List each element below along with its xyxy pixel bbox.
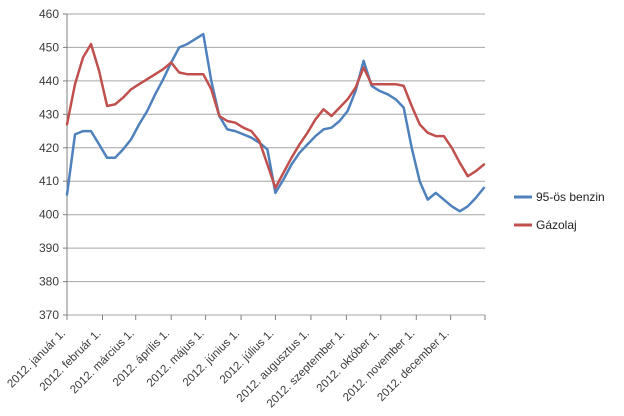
series-line-gazolaj xyxy=(65,42,486,190)
series-line-benzin xyxy=(65,32,486,213)
legend: 95-ös benzin Gázolaj xyxy=(514,190,605,232)
gridlines: 370 380 390 400 410 420 430 440 450 460 xyxy=(39,7,485,322)
y-axis-label: 370 xyxy=(39,308,59,322)
y-axis-label: 400 xyxy=(39,208,59,222)
legend-label-gazolaj: Gázolaj xyxy=(536,218,577,232)
legend-label-benzin: 95-ös benzin xyxy=(536,190,605,204)
y-axis-label: 460 xyxy=(39,7,59,21)
y-axis-label: 420 xyxy=(39,141,59,155)
y-axis-label: 430 xyxy=(39,107,59,121)
y-axis-label: 440 xyxy=(39,74,59,88)
x-axis-label: 2012. február 1. xyxy=(38,328,104,394)
y-axis-label: 380 xyxy=(39,275,59,289)
y-axis-label: 390 xyxy=(39,241,59,255)
x-axis-label: 2012. október 1. xyxy=(315,328,382,395)
y-axis-label: 450 xyxy=(39,40,59,54)
y-axis-label: 410 xyxy=(39,174,59,188)
series-lines xyxy=(65,32,486,213)
x-axis-label: 2012. március 1. xyxy=(68,328,137,397)
